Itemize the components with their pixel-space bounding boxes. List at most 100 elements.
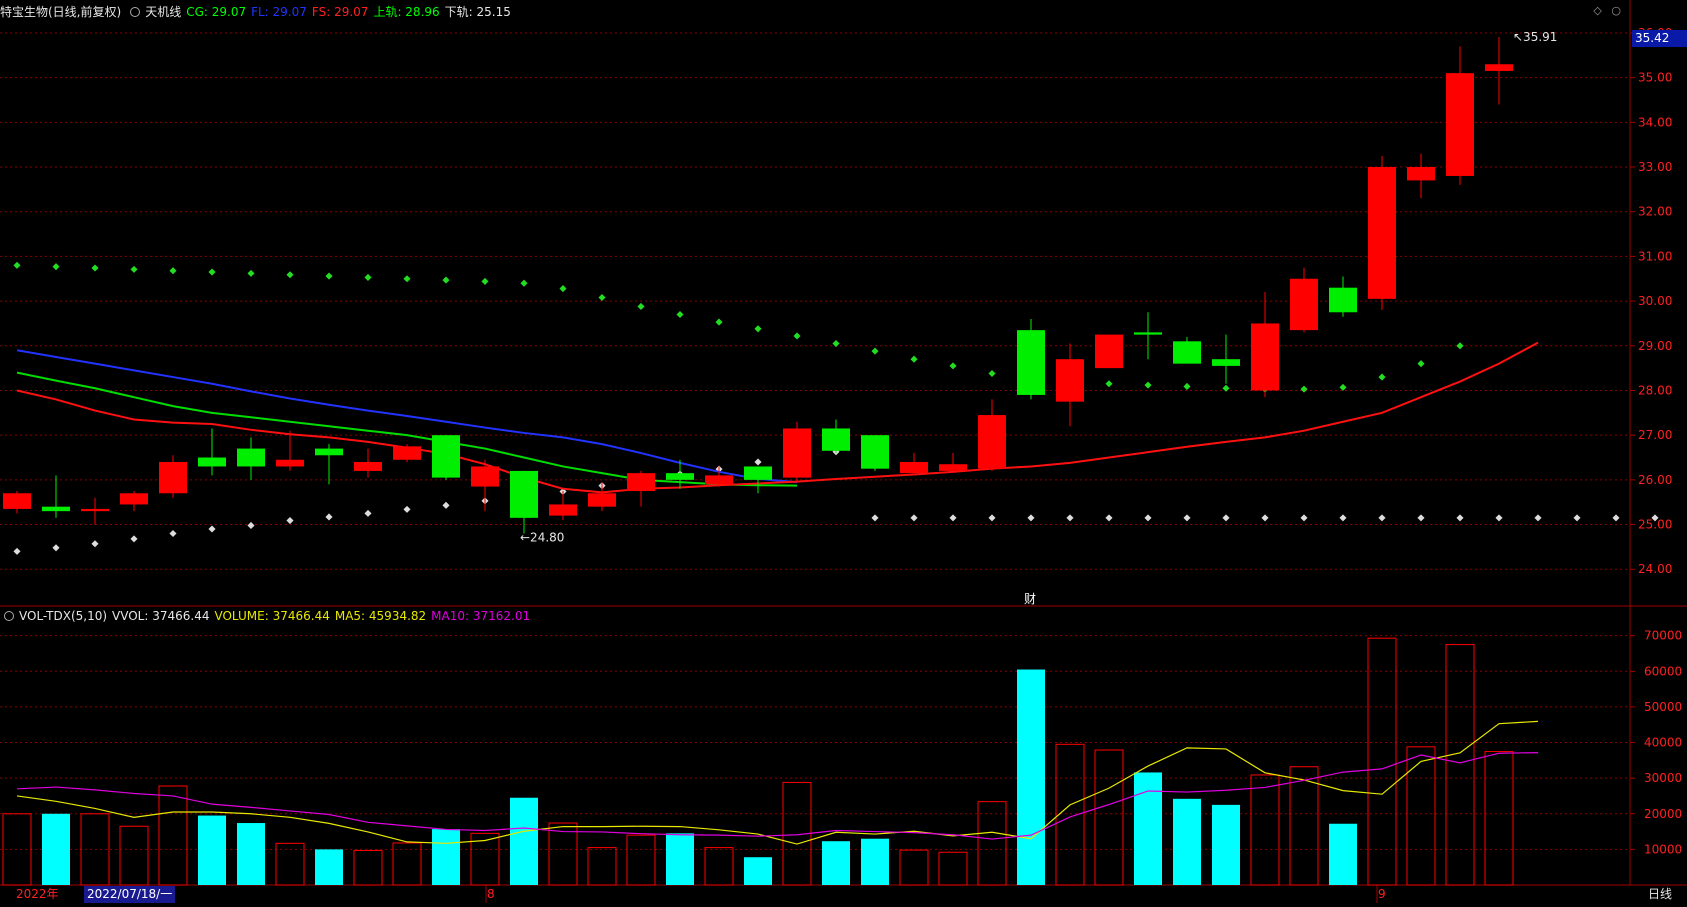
lower-band-dot	[325, 513, 333, 521]
candle-body	[666, 473, 694, 480]
lower-band-dot	[988, 514, 996, 522]
volume-bar	[1329, 823, 1357, 885]
upper-band-dot	[481, 277, 489, 285]
volume-tick-label: 50000	[1644, 700, 1682, 714]
candle-body	[978, 415, 1006, 469]
fl-line	[16, 349, 798, 484]
ma5-line	[16, 720, 1539, 845]
candle-body	[120, 493, 148, 505]
lower-band-dot	[871, 514, 879, 522]
stock-name: 特宝生物(日线,前复权)	[0, 5, 122, 19]
upper-band-dot	[715, 318, 723, 326]
candle-body	[861, 435, 889, 469]
candle-body	[822, 428, 850, 451]
price-tick-label: 28.00	[1638, 383, 1672, 397]
candle-body	[1056, 359, 1084, 402]
candle-body	[1251, 323, 1279, 391]
lower-band-dot	[1300, 514, 1308, 522]
upper-band-dot	[637, 302, 645, 310]
lower-band-dot	[52, 544, 60, 552]
diamond-icon[interactable]: ◇	[1593, 4, 1602, 17]
price-tick-label: 29.00	[1638, 339, 1672, 353]
candle-body	[354, 461, 382, 471]
settings-circle-icon[interactable]	[130, 7, 141, 17]
upper-band-dot	[442, 276, 450, 284]
upper-band-dot	[754, 325, 762, 333]
candle-body	[1173, 341, 1201, 364]
settings-circle-icon[interactable]	[4, 611, 14, 621]
upper-band-dot	[1456, 342, 1464, 350]
candle-body	[1407, 167, 1435, 181]
cg-value: CG: 29.07	[186, 5, 247, 19]
volume-bar	[977, 801, 1007, 886]
upper-band-dot	[91, 264, 99, 272]
volume-bar	[744, 857, 772, 885]
volume-bar	[237, 823, 265, 885]
upper-band-dot	[286, 271, 294, 279]
candle-body	[81, 508, 109, 512]
panel-controls[interactable]: ◇ ○	[1593, 4, 1621, 17]
lower-band-dot	[286, 516, 294, 525]
candle-body	[939, 464, 967, 471]
lower-band-dot	[442, 501, 450, 509]
candle-body	[1290, 278, 1318, 331]
volume-bar	[42, 813, 70, 885]
price-tick-label: 33.00	[1638, 160, 1672, 174]
upper-band-dot	[676, 310, 684, 319]
lower-band-dot	[1612, 514, 1620, 522]
lower-band-dot	[1027, 514, 1035, 522]
volume-panel-header: VOL-TDX(5,10) VVOL: 37466.44 VOLUME: 37466…	[0, 607, 535, 625]
volume-bar	[861, 838, 889, 885]
lower-band-dot	[1105, 514, 1113, 522]
finance-marker: 财	[1024, 592, 1036, 606]
upper-band-dot	[793, 332, 801, 340]
volume-bar	[1367, 637, 1397, 886]
price-tick-label: 32.00	[1638, 205, 1672, 219]
ma10-line	[16, 752, 1539, 840]
upper-band-value: 上轨: 28.96	[373, 5, 440, 19]
fs-value: FS: 29.07	[311, 5, 369, 19]
lower-band-dot	[754, 458, 762, 466]
lower-band-dot	[1183, 514, 1191, 522]
price-tick-label: 31.00	[1638, 249, 1672, 263]
upper-band-dot	[871, 347, 879, 355]
candle-body	[627, 473, 655, 492]
lower-band-value: 下轨: 25.15	[444, 5, 511, 19]
volume-bar	[432, 829, 460, 885]
candle-body	[1017, 330, 1045, 395]
close-circle-icon[interactable]: ○	[1611, 4, 1621, 17]
price-tick-label: 34.00	[1638, 115, 1672, 129]
volume-bar	[1173, 798, 1201, 885]
upper-band-dot	[520, 279, 528, 287]
candle-body	[237, 448, 265, 467]
price-tick-label: 26.00	[1638, 473, 1672, 487]
lower-band-dot	[1378, 514, 1386, 522]
current-price-tag: 35.42	[1632, 30, 1687, 47]
candle-body	[900, 461, 928, 474]
volume-bar	[1250, 774, 1280, 886]
vol-indicator-name: VOL-TDX(5,10)	[19, 609, 108, 623]
candle-body	[588, 493, 616, 507]
upper-band-dot	[1339, 383, 1347, 391]
ma10-value: MA10: 37162.01	[431, 609, 531, 623]
volume-bar	[1212, 804, 1240, 885]
volume-bar	[1484, 751, 1514, 886]
lower-band-dot	[403, 505, 411, 513]
volume-bar	[198, 815, 226, 885]
lower-band-dot	[13, 547, 21, 555]
volume-bar	[1134, 772, 1162, 885]
candle-body	[393, 446, 421, 460]
candle-body	[276, 459, 304, 467]
volume-bar	[587, 847, 617, 886]
volume-bar	[548, 822, 578, 886]
volume-bar	[626, 834, 656, 886]
upper-band-dot	[325, 272, 333, 280]
volume-bar	[1055, 743, 1085, 886]
upper-band-dot	[364, 273, 372, 281]
volume-tick-label: 60000	[1644, 664, 1682, 678]
period-label[interactable]: 日线	[1648, 887, 1673, 901]
upper-band-dot	[52, 263, 60, 271]
upper-band-dot	[559, 285, 567, 293]
